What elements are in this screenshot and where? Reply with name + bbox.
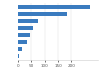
Bar bbox=[18, 12, 67, 16]
Bar bbox=[18, 54, 19, 58]
Bar bbox=[18, 33, 30, 37]
Bar bbox=[18, 47, 22, 51]
Bar bbox=[18, 40, 26, 44]
Bar bbox=[18, 5, 90, 9]
Bar bbox=[18, 26, 34, 30]
Bar bbox=[18, 19, 38, 23]
